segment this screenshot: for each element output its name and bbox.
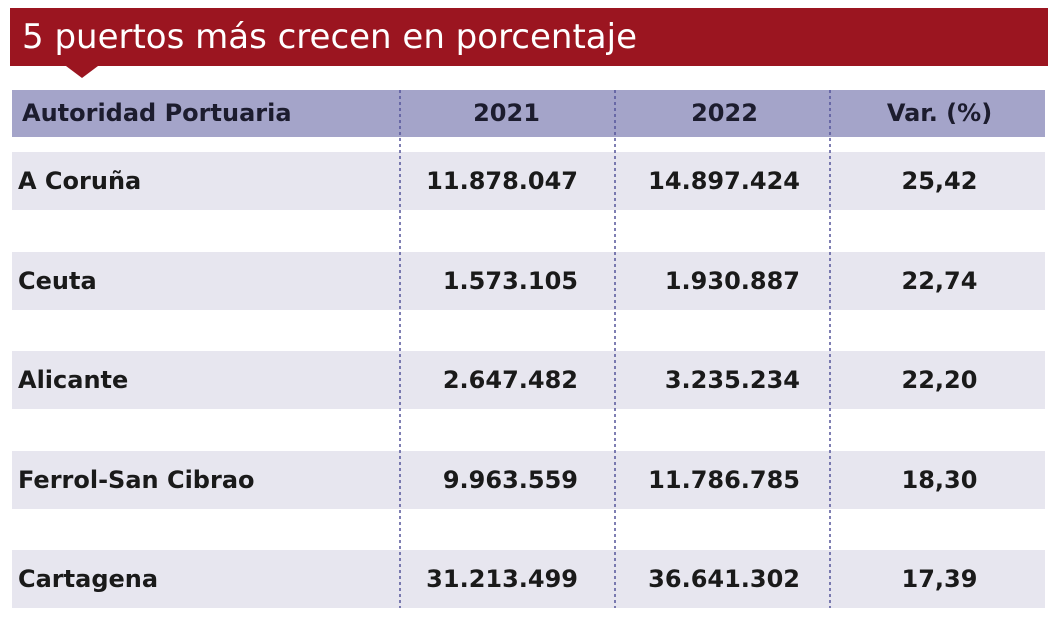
row-label: Ceuta — [18, 266, 97, 295]
row-label: Cartagena — [18, 565, 159, 593]
cell-value: 2.647.482 — [442, 366, 578, 394]
cell-value: 14.897.424 — [648, 167, 800, 195]
row-band — [12, 351, 1045, 409]
cell-value: 17,39 — [901, 565, 978, 593]
cell-value: 36.641.302 — [648, 565, 800, 593]
title-pointer — [66, 66, 98, 78]
header-row — [12, 90, 1045, 137]
row-band — [12, 251, 1045, 310]
column-header: 2021 — [473, 99, 540, 127]
cell-value: 1.930.887 — [664, 266, 800, 295]
column-header: 2022 — [691, 99, 758, 127]
row-label: Ferrol-San Cibrao — [18, 465, 255, 494]
row-band — [12, 450, 1045, 509]
cell-value: 1.573.105 — [442, 266, 578, 295]
cell-value: 25,42 — [901, 167, 978, 195]
column-header: Var. (%) — [886, 99, 993, 127]
title: 5 puertos más crecen en porcentaje — [22, 17, 637, 57]
cell-value: 3.235.234 — [664, 366, 800, 394]
cell-value: 22,74 — [901, 266, 978, 295]
row-band — [12, 152, 1045, 210]
cell-value: 31.213.499 — [426, 565, 578, 593]
cell-value: 11.786.785 — [648, 465, 800, 494]
cell-value: 11.878.047 — [426, 167, 578, 195]
cell-value: 22,20 — [901, 366, 978, 394]
row-label: Alicante — [18, 366, 129, 394]
cell-value: 18,30 — [901, 465, 978, 494]
row-label: A Coruña — [18, 167, 142, 195]
cell-value: 9.963.559 — [442, 465, 578, 494]
title-bar: 5 puertos más crecen en porcentaje — [10, 8, 1048, 66]
row-band — [12, 550, 1045, 608]
column-header: Autoridad Portuaria — [22, 99, 292, 127]
